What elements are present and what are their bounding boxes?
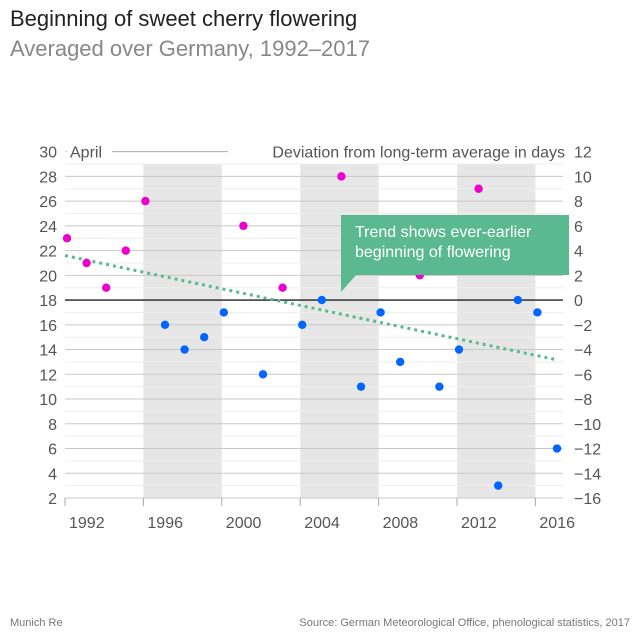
data-point (533, 308, 542, 317)
y-right-tick-label: −16 (574, 491, 601, 508)
data-point (239, 221, 248, 231)
x-tick-label: 2004 (304, 515, 340, 532)
trend-annotation: Trend shows ever-earlier beginning of fl… (341, 215, 569, 275)
y-right-tick-label: −6 (574, 367, 592, 384)
data-point (82, 258, 91, 268)
annotation-line-1: Trend shows ever-earlier (355, 224, 532, 241)
x-tick-label: 2008 (383, 515, 419, 532)
x-tick-label: 2000 (226, 515, 262, 532)
y-left-tick-label: 10 (39, 392, 57, 409)
y-left-tick-label: 8 (48, 417, 57, 434)
data-point (337, 172, 346, 181)
y-right-axis-label: Deviation from long-term average in days (272, 145, 565, 162)
data-point (552, 444, 562, 453)
y-left-tick-label: 24 (39, 219, 57, 236)
data-point (298, 320, 307, 330)
y-right-tick-label: 12 (574, 145, 592, 162)
y-right-tick-label: −2 (574, 318, 592, 335)
x-tick-label: 1996 (147, 515, 183, 532)
y-right-tick-label: −14 (574, 466, 601, 483)
shaded-period (143, 164, 222, 498)
y-left-tick-label: 26 (39, 194, 57, 211)
y-left-tick-label: 16 (39, 318, 57, 335)
data-point (396, 357, 405, 367)
data-point (376, 308, 385, 317)
data-point (454, 345, 464, 354)
data-point (356, 382, 366, 391)
y-right-tick-label: 0 (574, 293, 583, 310)
y-right-tick-label: −8 (574, 392, 592, 409)
chart-subtitle: Averaged over Germany, 1992–2017 (10, 36, 370, 61)
y-left-tick-label: 6 (48, 442, 57, 459)
y-left-tick-label: 14 (39, 343, 57, 360)
y-right-tick-label: 4 (574, 244, 583, 261)
y-left-tick-label: 28 (39, 169, 57, 186)
data-point (180, 345, 189, 354)
x-tick-label: 2016 (539, 515, 575, 532)
y-left-tick-label: 22 (39, 244, 57, 261)
y-right-tick-label: −10 (574, 417, 601, 434)
annotation-line-2: beginning of flowering (355, 244, 511, 261)
source-label: Source: German Meteorological Office, ph… (299, 617, 630, 629)
y-left-tick-label: 18 (39, 293, 57, 310)
y-left-tick-label: 4 (48, 466, 57, 483)
data-point (141, 196, 150, 206)
y-left-tick-label: 30 (39, 145, 57, 162)
y-left-tick-label: 20 (39, 268, 57, 285)
x-tick-label: 1992 (69, 515, 105, 532)
data-point (121, 246, 130, 255)
data-point (219, 308, 228, 317)
y-right-tick-label: −12 (574, 442, 601, 459)
data-point (474, 184, 483, 193)
data-point (200, 332, 209, 342)
data-point (435, 382, 444, 391)
y-right-tick-label: 6 (574, 219, 583, 236)
y-left-tick-label: 2 (48, 491, 57, 508)
data-point (494, 481, 503, 490)
y-right-tick-label: −4 (574, 343, 592, 360)
y-left-axis-label: April (70, 145, 102, 162)
y-right-tick-label: 8 (574, 194, 583, 211)
data-point (102, 283, 111, 292)
data-point (258, 370, 268, 379)
data-point (513, 295, 522, 305)
y-right-tick-label: 2 (574, 268, 583, 285)
data-point (160, 320, 170, 330)
chart-title: Beginning of sweet cherry flowering (10, 6, 358, 31)
data-point (62, 234, 72, 243)
data-point (278, 283, 287, 292)
y-left-tick-label: 12 (39, 367, 57, 384)
label-bg (67, 140, 567, 162)
data-point (317, 295, 326, 305)
y-right-tick-label: 10 (574, 169, 592, 186)
annotation-pointer (341, 274, 357, 292)
x-tick-label: 2012 (461, 515, 497, 532)
brand-label: Munich Re (10, 617, 63, 629)
